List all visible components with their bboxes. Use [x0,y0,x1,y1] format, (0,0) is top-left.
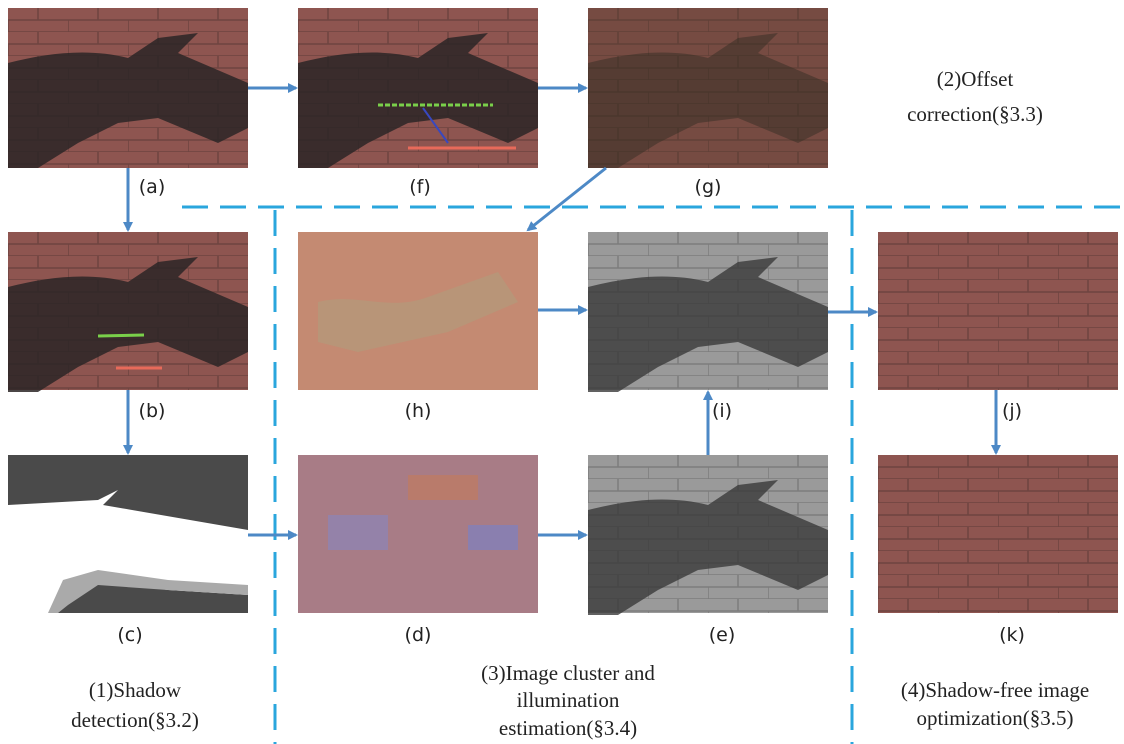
step-caption: illumination [517,688,620,712]
panel-label: (d) [405,624,432,646]
image-a [8,8,248,168]
diagram: (a) (f) (g) (b) (h) (i) (j) (c) (d) (e) … [0,0,1124,744]
step-caption: detection(§3.2) [71,708,199,732]
panel-label: (a) [139,176,165,198]
panel-label: (j) [1002,400,1022,422]
panel-label: (i) [712,400,732,422]
image-e [588,455,828,615]
arrows [128,88,996,535]
step-caption: (3)Image cluster and [481,661,655,685]
step-caption: (1)Shadow [89,678,182,702]
image-j [878,232,1118,390]
image-i [588,232,828,392]
step-caption: (4)Shadow-free image [901,678,1089,702]
step-caption: optimization(§3.5) [917,706,1074,730]
image-k [878,455,1118,613]
panel-label: (e) [709,624,736,646]
image-b [8,232,248,392]
image-h [298,232,538,390]
image-c [8,455,248,613]
panel-label: (h) [405,400,432,422]
step-caption: estimation(§3.4) [499,716,637,740]
arrow [528,168,606,230]
panel-label: (c) [117,624,142,646]
panel-label: (k) [999,624,1025,646]
image-d [298,455,538,613]
image-f [298,8,538,168]
image-g [588,8,828,168]
step-caption: correction(§3.3) [907,102,1043,126]
panel-label: (g) [695,176,722,198]
panel-label: (f) [409,176,431,198]
panel-label: (b) [139,400,166,422]
step-caption: (2)Offset [937,67,1014,91]
